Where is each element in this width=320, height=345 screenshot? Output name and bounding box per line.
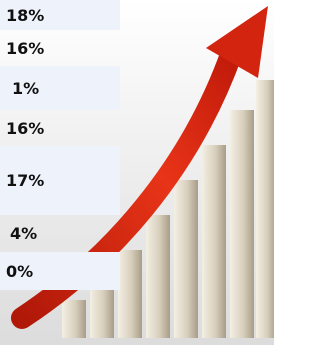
percent-row: 4% [0,215,120,252]
percent-row: 17% [0,146,120,215]
percent-row: 16% [0,110,120,146]
percent-row: 1% [0,66,120,110]
percent-row: 16% [0,30,120,66]
percent-row: 18% [0,0,120,30]
page: 18%16%1%16%17%4%0% (() => { const data =… [0,0,274,345]
percent-row: 0% [0,252,120,290]
percent-list: 18%16%1%16%17%4%0% [0,0,120,290]
